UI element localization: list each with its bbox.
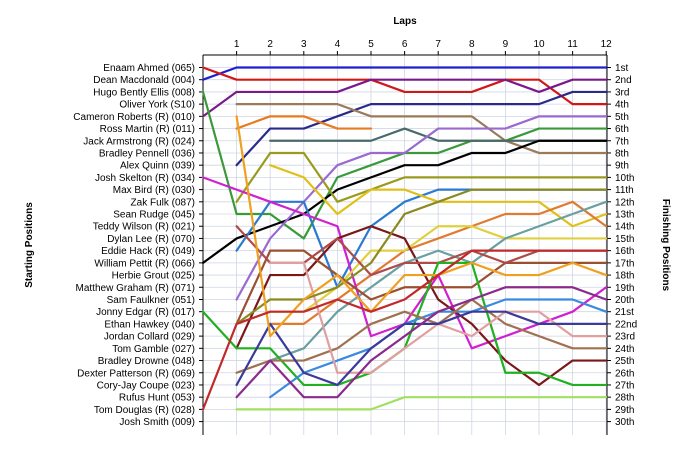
series-line — [235, 298, 608, 374]
series-line — [235, 115, 373, 130]
lap-tick-label: 5 — [368, 39, 374, 50]
finishing-position-label: 19th — [615, 283, 634, 294]
starting-position-label: Dylan Lee (R) (070) — [107, 234, 195, 245]
starting-position-label: Enaam Ahmed (065) — [103, 63, 195, 74]
finishing-position-label: 11th — [615, 185, 634, 196]
starting-position-label: Herbie Grout (025) — [112, 271, 195, 282]
series-line — [201, 66, 608, 106]
y-axis-title-left: Starting Positions — [24, 202, 35, 288]
starting-position-label: Hugo Bently Ellis (008) — [93, 87, 195, 98]
starting-position-label: Dexter Patterson (R) (069) — [77, 368, 195, 379]
finishing-position-label: 29th — [615, 405, 634, 416]
finishing-position-label: 16th — [615, 246, 634, 257]
starting-position-label: Matthew Graham (R) (071) — [76, 283, 195, 294]
series-line — [201, 139, 608, 264]
finishing-position-label: 22nd — [615, 319, 637, 330]
finishing-position-label: 23rd — [615, 332, 635, 343]
finishing-position-label: 13th — [615, 210, 634, 221]
lap-tick-label: 11 — [567, 39, 578, 50]
starting-position-label: Bradley Drowne (048) — [98, 356, 195, 367]
series-line — [235, 90, 608, 167]
finishing-position-label: 9th — [615, 161, 629, 172]
finishing-position-label: 20th — [615, 295, 634, 306]
finishing-position-label: 30th — [615, 417, 634, 428]
lap-tick-label: 12 — [601, 39, 613, 50]
finishing-position-label: 6th — [615, 124, 629, 135]
lap-tick-label: 7 — [435, 39, 441, 50]
finishing-position-label: 10th — [615, 173, 634, 184]
starting-position-label: Josh Smith (009) — [119, 417, 195, 428]
finishing-position-label: 28th — [615, 393, 634, 404]
starting-position-label: Ethan Hawkey (040) — [104, 319, 195, 330]
series-line — [269, 225, 608, 313]
starting-position-label: Eddie Hack (R) (049) — [101, 246, 195, 257]
series-line — [235, 286, 608, 399]
starting-position-label: Zak Fulk (087) — [131, 197, 195, 208]
starting-position-label: Tom Gamble (027) — [112, 344, 195, 355]
series-line — [235, 188, 608, 326]
finishing-position-label: 18th — [615, 271, 634, 282]
lap-tick-label: 6 — [402, 39, 408, 50]
starting-position-label: William Pettit (R) (066) — [94, 258, 195, 269]
starting-position-label: Jack Armstrong (R) (024) — [83, 136, 195, 147]
series-line — [269, 200, 608, 362]
finishing-position-label: 27th — [615, 380, 634, 391]
finishing-position-label: 26th — [615, 368, 634, 379]
finishing-position-label: 21st — [615, 307, 634, 318]
starting-position-label: Max Bird (R) (030) — [113, 185, 195, 196]
starting-position-label: Tom Douglas (R) (028) — [94, 405, 195, 416]
lap-tick-label: 1 — [234, 39, 240, 50]
x-axis-title: Laps — [393, 16, 417, 27]
series-line — [235, 225, 608, 387]
series-line — [235, 103, 608, 155]
starting-position-label: Cameron Roberts (R) (010) — [73, 112, 195, 123]
finishing-position-label: 12th — [615, 197, 634, 208]
lap-tick-label: 10 — [533, 39, 545, 50]
finishing-position-label: 3rd — [615, 87, 629, 98]
starting-position-label: Ross Martin (R) (011) — [100, 124, 195, 135]
finishing-position-label: 4th — [615, 100, 629, 111]
starting-position-label: Dean Macdonald (004) — [93, 75, 195, 86]
starting-position-label: Oliver York (S10) — [119, 100, 195, 111]
series-line — [201, 249, 608, 411]
lap-tick-label: 4 — [335, 39, 341, 50]
finishing-position-label: 8th — [615, 148, 629, 159]
starting-position-label: Jordan Collard (029) — [104, 332, 195, 343]
series-line — [235, 151, 608, 203]
lap-tick-label: 2 — [267, 39, 273, 50]
series-line — [235, 396, 608, 411]
finishing-position-label: 15th — [615, 234, 634, 245]
finishing-position-label: 14th — [615, 222, 634, 233]
y-axis-title-right: Finishing Positions — [660, 199, 671, 292]
series-line — [269, 200, 608, 326]
series-line — [235, 115, 608, 338]
finishing-position-label: 24th — [615, 344, 634, 355]
finishing-position-label: 25th — [615, 356, 634, 367]
finishing-position-label: 7th — [615, 136, 629, 147]
lap-tick-label: 8 — [469, 39, 475, 50]
starting-position-label: Sam Faulkner (051) — [107, 295, 195, 306]
starting-position-label: Teddy Wilson (R) (021) — [93, 222, 195, 233]
starting-position-label: Cory-Jay Coupe (023) — [97, 380, 195, 391]
starting-position-label: Bradley Pennell (036) — [99, 148, 195, 159]
finishing-position-label: 17th — [615, 258, 634, 269]
starting-position-label: Jonny Edgar (R) (017) — [96, 307, 195, 318]
series-line — [201, 66, 608, 81]
lap-tick-label: 3 — [301, 39, 307, 50]
finishing-position-label: 2nd — [615, 75, 632, 86]
series-line — [235, 115, 608, 301]
starting-position-label: Alex Quinn (039) — [120, 161, 195, 172]
finishing-position-label: 1st — [615, 63, 629, 74]
starting-position-label: Josh Skelton (R) (034) — [95, 173, 195, 184]
series-line — [201, 78, 608, 118]
lap-tick-label: 9 — [503, 39, 509, 50]
finishing-position-label: 5th — [615, 112, 629, 123]
starting-position-label: Rufus Hunt (053) — [119, 393, 195, 404]
starting-position-label: Sean Rudge (045) — [113, 210, 195, 221]
